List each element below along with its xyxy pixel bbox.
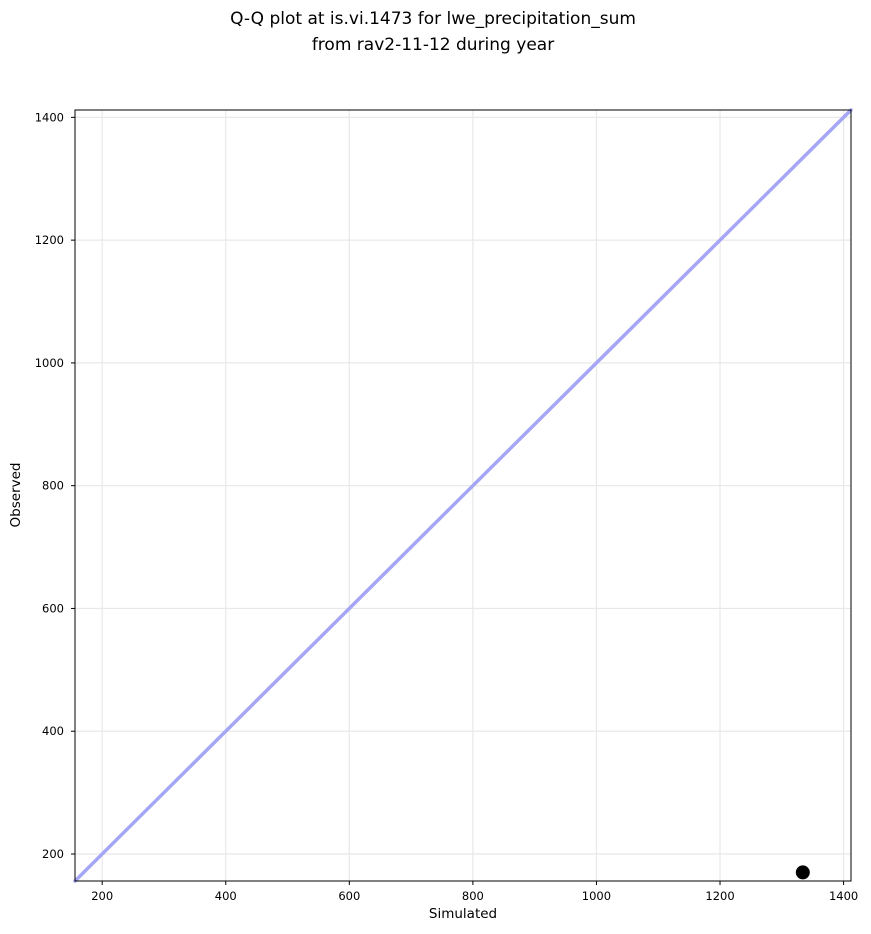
- x-tick-label: 600: [338, 889, 360, 903]
- y-axis-label: Observed: [8, 462, 24, 528]
- x-tick-label: 1000: [582, 889, 611, 903]
- chart-title: Q-Q plot at is.vi.1473 for lwe_precipita…: [230, 6, 636, 58]
- y-tick-label: 1200: [35, 233, 64, 247]
- y-tick-label: 800: [42, 479, 64, 493]
- y-tick-label: 600: [42, 601, 64, 615]
- chart-title-line2: from rav2-11-12 during year: [311, 35, 555, 55]
- y-tick-label: 1400: [35, 110, 64, 124]
- axes-box: [74, 109, 852, 882]
- x-axis-label: Simulated: [428, 906, 498, 922]
- x-tick-label: 1200: [705, 889, 734, 903]
- y-tick-label: 1000: [35, 356, 64, 370]
- x-tick-label: 1400: [829, 889, 858, 903]
- chart-title-line1: Q-Q plot at is.vi.1473 for lwe_precipita…: [230, 9, 636, 29]
- y-tick-label: 400: [42, 724, 64, 738]
- x-tick-label: 400: [215, 889, 237, 903]
- identity-line: [73, 108, 853, 883]
- x-tick-label: 200: [91, 889, 113, 903]
- y-tick-label: 200: [42, 847, 64, 861]
- x-tick-label: 800: [462, 889, 484, 903]
- data-point: [795, 865, 810, 880]
